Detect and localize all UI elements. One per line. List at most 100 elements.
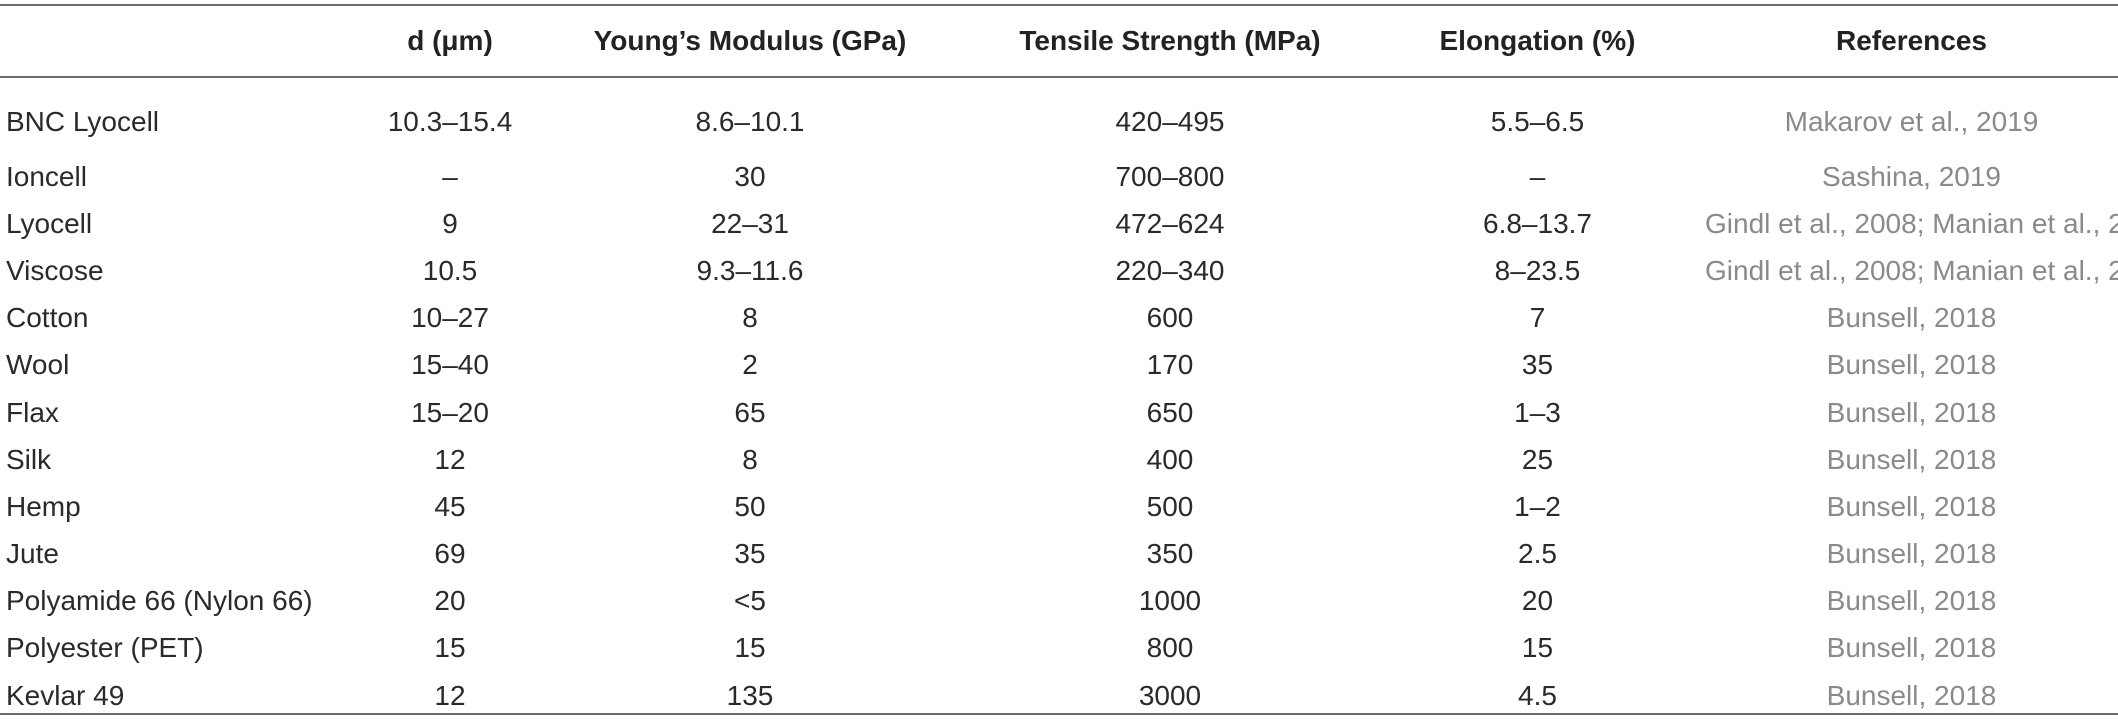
cell-youngs-modulus: 135	[726, 679, 774, 711]
cell-diameter: 12	[434, 443, 466, 475]
table-row: Silk 12 8 400 25 Bunsell, 2018	[0, 436, 2118, 483]
cell-elongation: 7	[1529, 302, 1546, 334]
cell-diameter: 15	[434, 632, 466, 664]
cell-elongation: 35	[1521, 349, 1554, 381]
cell-youngs-modulus: 8.6–10.1	[695, 106, 805, 137]
cell-tensile-strength: 400	[1146, 443, 1194, 475]
cell-diameter: –	[442, 160, 458, 192]
cell-tensile-strength: 472–624	[1115, 207, 1225, 239]
cell-tensile-strength: 350	[1146, 538, 1194, 570]
cell-youngs-modulus: 8	[742, 443, 758, 475]
cell-diameter: 15–40	[411, 349, 489, 381]
table-row: Polyester (PET) 15 15 800 15 Bunsell, 2018	[0, 625, 2118, 672]
cell-material: Polyester (PET)	[6, 632, 204, 664]
cell-reference: Sashina, 2019	[1821, 160, 2002, 192]
table-row: Viscose 10.5 9.3–11.6 220–340 8–23.5 Gindl et…	[0, 247, 2118, 294]
cell-elongation: 6.8–13.7	[1483, 207, 1592, 239]
cell-diameter: 9	[442, 207, 458, 239]
cell-youngs-modulus: 65	[734, 396, 766, 428]
cell-youngs-modulus: 50	[734, 490, 766, 522]
cell-material: Flax	[6, 396, 59, 428]
cell-youngs-modulus: <5	[734, 585, 766, 617]
header-material	[0, 6, 370, 76]
cell-elongation: 1–2	[1514, 490, 1561, 522]
cell-tensile-strength: 650	[1146, 396, 1194, 428]
fiber-properties-table: d (μm) Young’s Modulus (GPa) Tensile Str…	[0, 6, 2118, 719]
table-row: Polyamide 66 (Nylon 66) 20 <5 1000 20 Bunsell…	[0, 578, 2118, 625]
cell-diameter: 69	[434, 538, 466, 570]
cell-tensile-strength: 3000	[1138, 679, 1202, 711]
cell-reference: Bunsell, 2018	[1826, 396, 1997, 428]
cell-material: Hemp	[6, 490, 81, 522]
cell-reference: Gindl et al., 2008; Manian et al., 2018	[1705, 207, 2118, 239]
table-header: d (μm) Young’s Modulus (GPa) Tensile Str…	[0, 6, 2118, 76]
cell-youngs-modulus: 9.3–11.6	[696, 254, 804, 286]
table-top-rule	[0, 4, 2118, 6]
table-row: Hemp 45 50 500 1–2 Bunsell, 2018	[0, 483, 2118, 530]
header-tensile-strength: Tensile Strength (MPa)	[1019, 25, 1321, 56]
cell-reference: Bunsell, 2018	[1826, 490, 1997, 522]
header-elongation: Elongation (%)	[1439, 25, 1636, 56]
table-row: BNC Lyocell 10.3–15.4 8.6–10.1 420–495 5.5–6…	[0, 76, 2118, 153]
table-body: BNC Lyocell 10.3–15.4 8.6–10.1 420–495 5.5–6…	[0, 76, 2118, 719]
cell-elongation: 25	[1521, 443, 1554, 475]
cell-material: Lyocell	[6, 207, 93, 239]
cell-youngs-modulus: 35	[734, 538, 766, 570]
header-row: d (μm) Young’s Modulus (GPa) Tensile Str…	[0, 6, 2118, 76]
table-row: Kevlar 49 12 135 3000 4.5 Bunsell, 2018	[0, 672, 2118, 719]
cell-youngs-modulus: 30	[734, 160, 766, 192]
cell-material: Kevlar 49	[6, 679, 125, 711]
header-youngs-modulus: Young’s Modulus (GPa)	[593, 25, 907, 56]
cell-elongation: 4.5	[1518, 679, 1557, 711]
cell-elongation: 1–3	[1514, 396, 1561, 428]
cell-reference: Bunsell, 2018	[1826, 302, 1997, 334]
cell-tensile-strength: 170	[1146, 349, 1194, 381]
cell-tensile-strength: 700–800	[1115, 160, 1225, 192]
cell-diameter: 10–27	[411, 302, 489, 334]
cell-youngs-modulus: 2	[742, 349, 758, 381]
table-row: Lyocell 9 22–31 472–624 6.8–13.7 Gindl et al.…	[0, 200, 2118, 247]
cell-reference: Gindl et al., 2008; Manian et al., 2018	[1705, 254, 2118, 286]
cell-tensile-strength: 1000	[1138, 585, 1202, 617]
cell-reference: Bunsell, 2018	[1826, 585, 1997, 617]
cell-material: Wool	[6, 349, 70, 381]
cell-elongation: –	[1529, 160, 1546, 192]
cell-diameter: 20	[434, 585, 466, 617]
cell-diameter: 15–20	[411, 396, 489, 428]
cell-tensile-strength: 220–340	[1115, 254, 1225, 286]
cell-material: Ioncell	[6, 160, 87, 192]
cell-elongation: 20	[1521, 585, 1554, 617]
cell-youngs-modulus: 22–31	[711, 207, 789, 239]
cell-diameter: 10.5	[422, 254, 478, 286]
table-row: Flax 15–20 65 650 1–3 Bunsell, 2018	[0, 389, 2118, 436]
cell-reference: Bunsell, 2018	[1826, 679, 1997, 711]
cell-youngs-modulus: 8	[742, 302, 758, 334]
cell-reference: Bunsell, 2018	[1826, 349, 1997, 381]
cell-reference: Bunsell, 2018	[1826, 443, 1997, 475]
cell-material: Jute	[6, 538, 59, 570]
cell-reference: Bunsell, 2018	[1826, 632, 1997, 664]
cell-reference: Bunsell, 2018	[1826, 538, 1997, 570]
table-row: Wool 15–40 2 170 35 Bunsell, 2018	[0, 342, 2118, 389]
cell-tensile-strength: 500	[1146, 490, 1194, 522]
cell-material: Polyamide 66 (Nylon 66)	[6, 585, 313, 617]
cell-diameter: 10.3–15.4	[387, 106, 513, 137]
cell-material: Viscose	[6, 254, 104, 286]
table-row: Ioncell – 30 700–800 – Sashina, 2019	[0, 153, 2118, 200]
cell-elongation: 2.5	[1518, 538, 1557, 570]
cell-diameter: 45	[434, 490, 466, 522]
table-header-rule	[0, 76, 2118, 78]
cell-elongation: 8–23.5	[1494, 254, 1581, 286]
cell-material: Silk	[6, 443, 52, 475]
cell-tensile-strength: 600	[1146, 302, 1194, 334]
cell-tensile-strength: 420–495	[1115, 106, 1225, 137]
table-row: Jute 69 35 350 2.5 Bunsell, 2018	[0, 531, 2118, 578]
cell-elongation: 5.5–6.5	[1490, 106, 1585, 137]
header-diameter: d (μm)	[407, 25, 493, 56]
table-row: Cotton 10–27 8 600 7 Bunsell, 2018	[0, 295, 2118, 342]
table-bottom-rule	[0, 713, 2118, 715]
cell-diameter: 12	[434, 679, 466, 711]
cell-elongation: 15	[1521, 632, 1554, 664]
cell-youngs-modulus: 15	[734, 632, 766, 664]
